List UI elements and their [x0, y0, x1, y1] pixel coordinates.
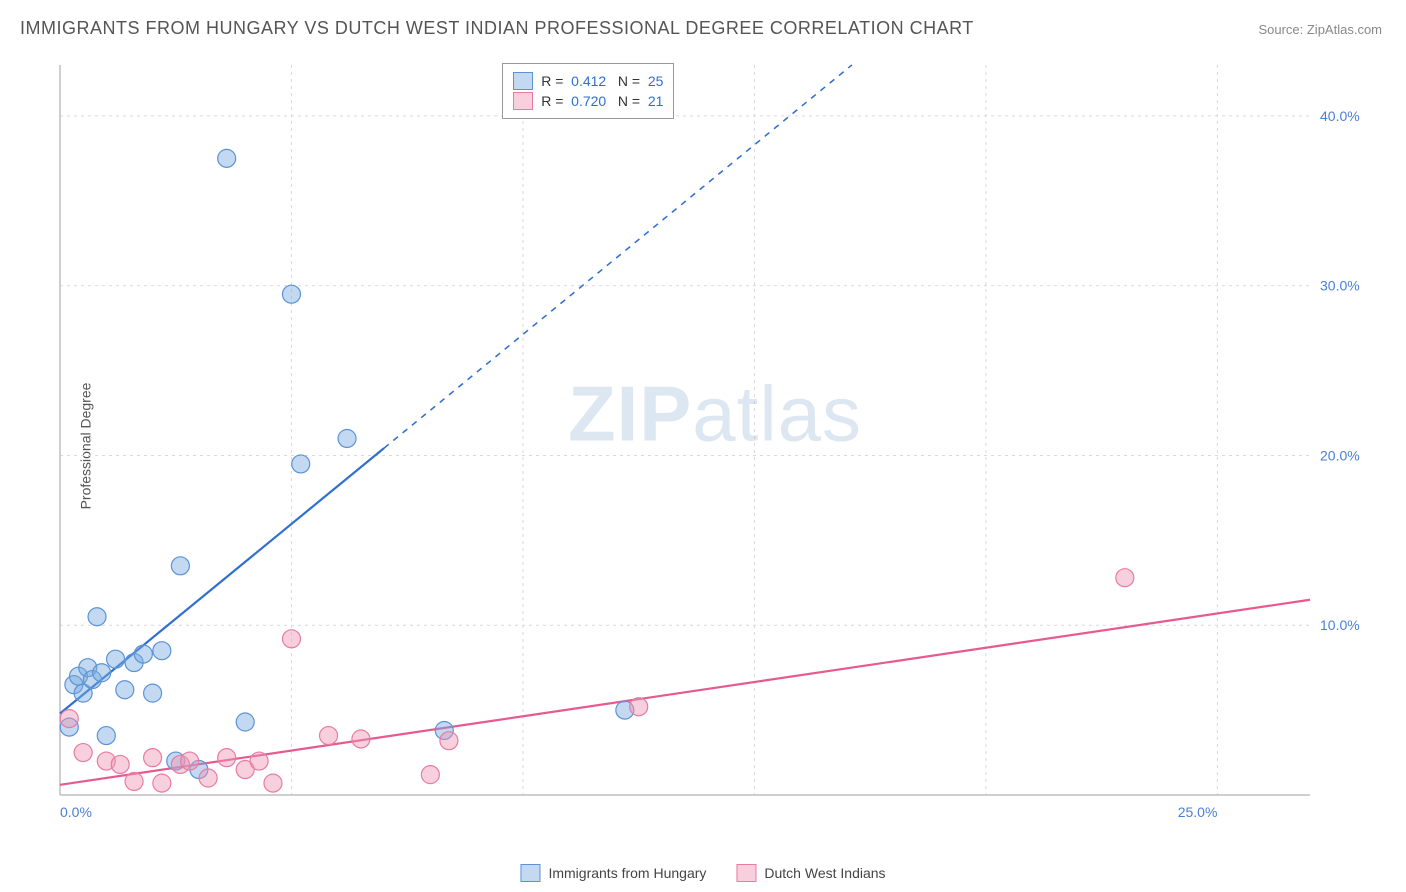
- chart-title: IMMIGRANTS FROM HUNGARY VS DUTCH WEST IN…: [20, 18, 974, 39]
- legend-swatch: [736, 864, 756, 882]
- legend-swatch: [513, 92, 533, 110]
- stats-legend: R = 0.412 N = 25 R = 0.720 N = 21: [502, 63, 674, 119]
- svg-text:30.0%: 30.0%: [1320, 278, 1360, 294]
- svg-text:0.0%: 0.0%: [60, 804, 92, 820]
- stats-text: R = 0.720 N = 21: [541, 93, 663, 109]
- legend-label: Dutch West Indians: [764, 865, 885, 881]
- svg-text:25.0%: 25.0%: [1178, 804, 1218, 820]
- svg-text:40.0%: 40.0%: [1320, 108, 1360, 124]
- svg-text:10.0%: 10.0%: [1320, 617, 1360, 633]
- scatter-chart: 10.0% 20.0% 30.0% 40.0% 0.0% 25.0%: [50, 55, 1380, 835]
- legend-item: Immigrants from Hungary: [520, 864, 706, 882]
- legend-swatch: [513, 72, 533, 90]
- source-label: Source: ZipAtlas.com: [1258, 22, 1382, 37]
- stats-row: R = 0.412 N = 25: [513, 72, 663, 90]
- plot-area: 10.0%20.0%30.0%40.0%0.0%25.0% ZIPatlas R…: [50, 55, 1380, 835]
- stats-row: R = 0.720 N = 21: [513, 92, 663, 110]
- stats-text: R = 0.412 N = 25: [541, 73, 663, 89]
- legend-item: Dutch West Indians: [736, 864, 885, 882]
- legend-label: Immigrants from Hungary: [548, 865, 706, 881]
- svg-text:20.0%: 20.0%: [1320, 447, 1360, 463]
- series-legend: Immigrants from Hungary Dutch West Indian…: [520, 864, 885, 882]
- legend-swatch: [520, 864, 540, 882]
